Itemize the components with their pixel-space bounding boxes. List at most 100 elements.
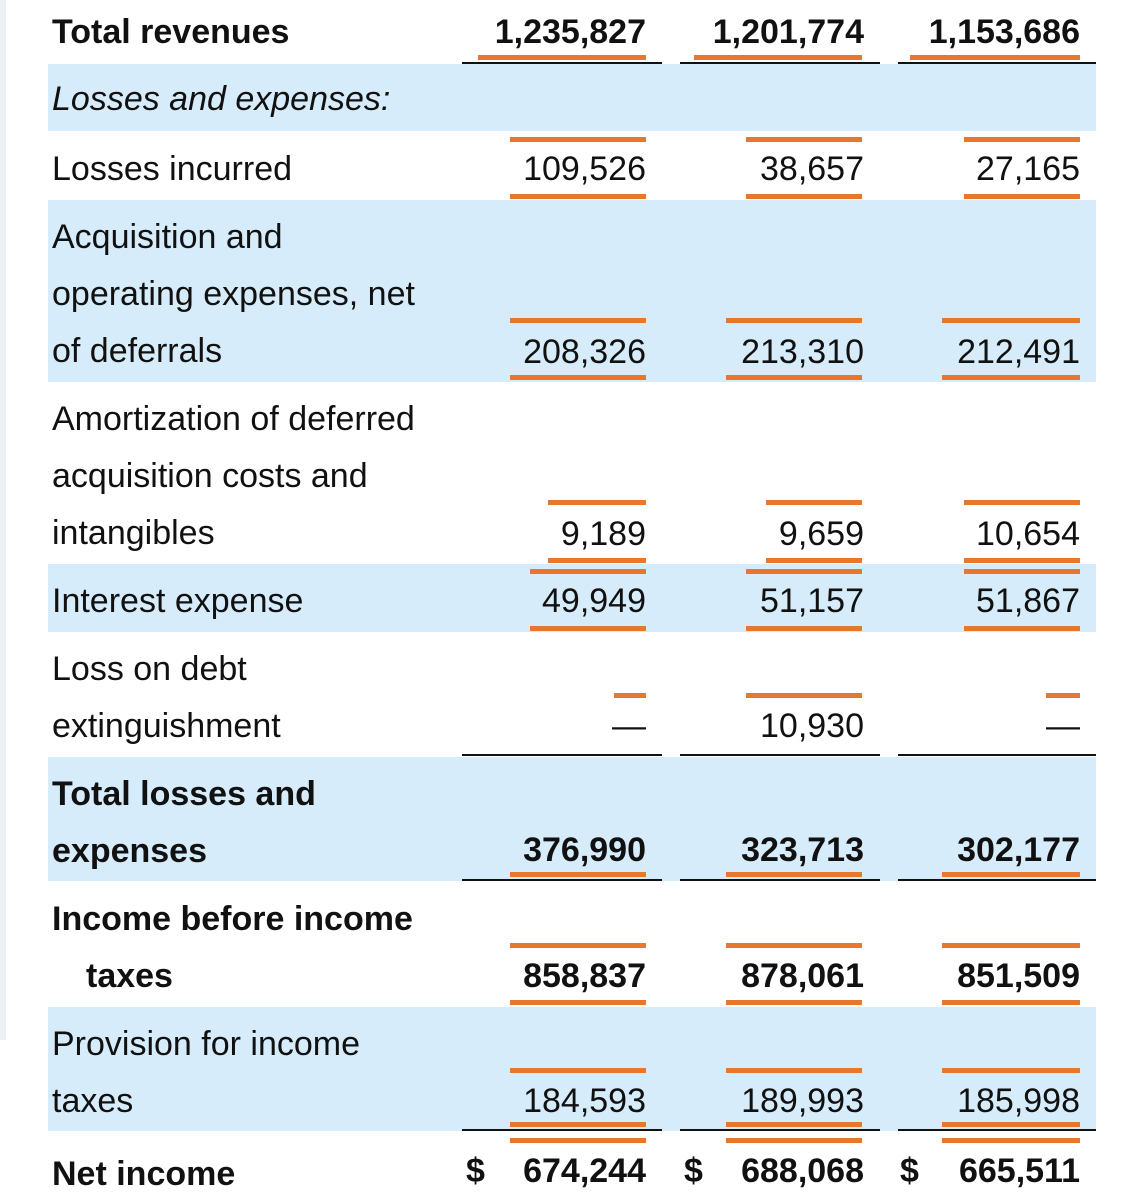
highlight-bar (964, 137, 1080, 142)
table-row: Income before income taxes 858,837 878,0… (48, 881, 1096, 1007)
highlight-bar (726, 1122, 862, 1127)
highlight-bar (726, 1068, 862, 1073)
value-cell: 665,511 (958, 1152, 1080, 1190)
value-cell: 185,998 (957, 1082, 1080, 1120)
row-label: Losses incurred (52, 150, 293, 188)
value-cell: 109,526 (523, 150, 646, 188)
value-cell: 9,189 (560, 515, 646, 553)
row-label: Interest expense (52, 582, 304, 620)
highlight-bar (726, 872, 862, 877)
table-row: Acquisition and operating expenses, net … (48, 200, 1096, 382)
underline-rule (462, 1129, 662, 1131)
highlight-bar (746, 569, 862, 574)
highlight-bar (942, 375, 1080, 380)
highlight-bar (726, 375, 862, 380)
underline-rule (462, 62, 662, 64)
highlight-bar (964, 569, 1080, 574)
value-cell: 213,310 (741, 333, 864, 371)
currency-symbol: $ (466, 1152, 485, 1190)
value-cell: 1,235,827 (494, 13, 646, 51)
highlight-bar (746, 693, 862, 698)
row-label: operating expenses, net (52, 275, 415, 313)
value-cell: 27,165 (976, 150, 1080, 188)
highlight-bar (910, 55, 1080, 60)
highlight-bar (766, 500, 862, 505)
row-label: acquisition costs and (52, 457, 368, 495)
highlight-bar (746, 626, 862, 631)
highlight-bar (510, 1068, 646, 1073)
row-label: intangibles (52, 514, 215, 552)
table-row: Provision for income taxes 184,593 189,9… (48, 1007, 1096, 1131)
highlight-bar (510, 943, 646, 948)
value-cell: 302,177 (957, 831, 1080, 869)
underline-rule (462, 754, 662, 756)
value-cell: 323,713 (741, 831, 864, 869)
table-row: Amortization of deferred acquisition cos… (48, 382, 1096, 564)
row-label: Amortization of deferred (52, 400, 415, 438)
highlight-bar (942, 943, 1080, 948)
highlight-bar (726, 1000, 862, 1005)
value-cell: 51,157 (760, 582, 864, 620)
table-row: Losses incurred 109,526 38,657 27,165 (48, 131, 1096, 200)
underline-rule (680, 754, 880, 756)
value-cell: 49,949 (542, 582, 646, 620)
row-label: of deferrals (52, 332, 223, 370)
highlight-bar (726, 943, 862, 948)
underline-rule (680, 62, 880, 64)
row-label: Total revenues (52, 13, 290, 51)
highlight-bar (726, 1138, 862, 1143)
highlight-bar (942, 318, 1080, 323)
highlight-bar (1046, 693, 1080, 698)
value-cell: — (612, 707, 646, 745)
highlight-bar (530, 626, 646, 631)
highlight-bar (530, 569, 646, 574)
highlight-bar (510, 137, 646, 142)
highlight-bar (746, 194, 862, 199)
highlight-bar (726, 318, 862, 323)
highlight-bar (614, 693, 646, 698)
section-heading: Losses and expenses: (52, 80, 391, 118)
underline-rule (898, 1129, 1096, 1131)
currency-symbol: $ (900, 1152, 919, 1190)
highlight-bar (942, 1068, 1080, 1073)
row-label: expenses (52, 832, 207, 870)
value-cell: 10,930 (760, 707, 864, 745)
value-cell: 851,509 (957, 957, 1080, 995)
row-label: Acquisition and (52, 218, 283, 256)
highlight-bar (942, 1000, 1080, 1005)
value-cell: 878,061 (741, 957, 864, 995)
highlight-bar (964, 626, 1080, 631)
value-cell: 189,993 (741, 1082, 864, 1120)
row-label: Provision for income (52, 1025, 361, 1063)
highlight-bar (746, 137, 862, 142)
value-cell: 208,326 (523, 333, 646, 371)
highlight-bar (766, 558, 862, 563)
underline-rule (898, 754, 1096, 756)
window-edge (0, 0, 6, 1040)
highlight-bar (694, 55, 862, 60)
table-row: Total revenues 1,235,827 1,201,774 1,153… (48, 0, 1096, 64)
highlight-bar (478, 55, 646, 60)
highlight-bar (510, 872, 646, 877)
value-cell: 376,990 (523, 831, 646, 869)
highlight-bar (510, 1138, 646, 1143)
value-cell: 51,867 (976, 582, 1080, 620)
highlight-bar (942, 872, 1080, 877)
highlight-bar (510, 375, 646, 380)
currency-symbol: $ (684, 1152, 703, 1190)
highlight-bar (548, 500, 646, 505)
value-cell: 674,244 (523, 1152, 646, 1190)
value-cell: 10,654 (976, 515, 1080, 553)
value-cell: 858,837 (523, 957, 646, 995)
value-cell: 1,153,686 (928, 13, 1080, 51)
value-cell: 184,593 (523, 1082, 646, 1120)
highlight-bar (510, 1122, 646, 1127)
value-cell: 688,068 (741, 1152, 864, 1190)
row-label: taxes (52, 1082, 134, 1120)
highlight-bar (964, 194, 1080, 199)
underline-rule (462, 879, 662, 881)
highlight-bar (964, 558, 1080, 563)
highlight-bar (942, 1138, 1080, 1143)
row-label: Net income (52, 1155, 236, 1193)
table-row: Net income $ $ $ 674,244 688,068 665,511 (48, 1131, 1096, 1200)
